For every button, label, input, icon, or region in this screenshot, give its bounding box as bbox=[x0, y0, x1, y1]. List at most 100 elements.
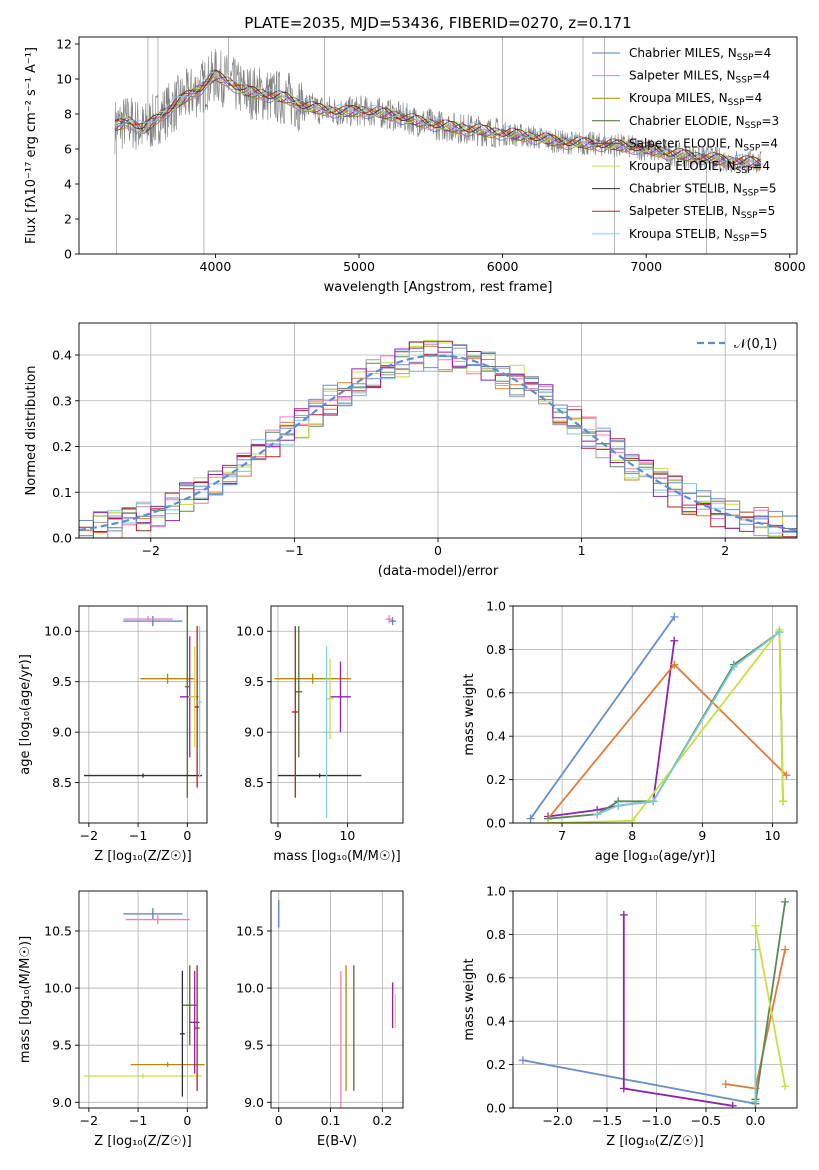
weight-vs-metallicity-panel: −2.0 −1.5 −1.0 −0.5 0.0 0.0 0.2 0.4 0.6 0.8 1.0 Z [… bbox=[462, 884, 798, 1149]
figure-title: PLATE=2035, MJD=53436, FIBERID=0270, z=0… bbox=[244, 14, 631, 32]
y-tick-label: 9.0 bbox=[244, 725, 264, 740]
y-tick-label: 9.0 bbox=[244, 1095, 264, 1110]
plot-data bbox=[526, 612, 791, 823]
x-tick-label: 7000 bbox=[630, 259, 662, 274]
legend-label-sub: SSP bbox=[745, 121, 762, 131]
y-tick-label: 10.5 bbox=[44, 923, 72, 938]
x-tick-label: −0.5 bbox=[691, 1113, 721, 1128]
weight-marker bbox=[593, 810, 602, 819]
legend-label-main: Chabrier MILES, N bbox=[629, 46, 737, 60]
legend-label-main: Kroupa ELODIE, N bbox=[629, 159, 736, 173]
plot-frame bbox=[78, 605, 208, 824]
weight-marker bbox=[619, 910, 628, 919]
weight-marker bbox=[614, 801, 623, 810]
x-tick-label: −2.0 bbox=[542, 1113, 572, 1128]
weight-marker bbox=[729, 662, 738, 671]
x-axis-label: E(B-V) bbox=[317, 1134, 357, 1149]
x-tick-label: 0.0 bbox=[745, 1113, 765, 1128]
plot-data bbox=[83, 908, 205, 1097]
y-axis-label: mass weight bbox=[462, 958, 477, 1040]
weight-marker bbox=[670, 660, 679, 669]
weight-vs-age-panel: 7 8 9 10 0.0 0.2 0.4 0.6 0.8 1.0 age [log₁₀(age/yr… bbox=[462, 599, 798, 864]
weight-marker bbox=[781, 945, 790, 954]
y-tick-label: 0.2 bbox=[486, 1057, 506, 1072]
y-tick-label: 8 bbox=[64, 107, 72, 122]
legend-label-main: Chabrier STELIB, N bbox=[629, 182, 742, 196]
plot-frame bbox=[512, 890, 798, 1109]
y-tick-label: 8.5 bbox=[52, 775, 72, 790]
x-tick-label: 2 bbox=[721, 543, 729, 558]
plot-data bbox=[114, 37, 762, 254]
plot-data bbox=[83, 606, 203, 798]
x-tick-label: 10 bbox=[765, 828, 781, 843]
weight-marker bbox=[670, 636, 679, 645]
x-tick-label: 1 bbox=[578, 543, 586, 558]
y-tick-label: 1.0 bbox=[486, 884, 506, 899]
x-tick-label: 0 bbox=[183, 1113, 191, 1128]
y-tick-label: 0.6 bbox=[486, 685, 506, 700]
weight-marker bbox=[649, 797, 658, 806]
y-tick-label: 1.0 bbox=[486, 599, 506, 614]
y-tick-label: 9.5 bbox=[52, 674, 72, 689]
legend-label-count: =4 bbox=[760, 136, 778, 150]
y-tick-label: 9.0 bbox=[52, 1095, 72, 1110]
y-tick-label: 2 bbox=[64, 212, 72, 227]
legend-label: Kroupa STELIB, NSSP=5 bbox=[629, 227, 767, 244]
legend-label-main: Kroupa STELIB, N bbox=[629, 227, 733, 241]
legend-label-main: Salpeter ELODIE, N bbox=[629, 136, 743, 150]
x-axis-label: (data-model)/error bbox=[378, 564, 499, 579]
weight-marker bbox=[526, 814, 535, 823]
y-tick-label: 9.5 bbox=[244, 1038, 264, 1053]
x-tick-label: −1 bbox=[285, 543, 303, 558]
y-tick-label: 10.0 bbox=[236, 981, 264, 996]
legend-label-count: =4 bbox=[752, 159, 770, 173]
y-axis-label: Flux [fλ10⁻¹⁷ erg cm⁻² s⁻¹ A⁻¹] bbox=[24, 47, 39, 244]
y-tick-label: 0.2 bbox=[52, 439, 72, 454]
legend-label: Kroupa ELODIE, NSSP=4 bbox=[629, 159, 770, 176]
y-tick-label: 0.0 bbox=[52, 531, 72, 546]
y-tick-label: 10.0 bbox=[236, 624, 264, 639]
legend-label-main: Salpeter MILES, N bbox=[629, 69, 736, 83]
y-tick-label: 0.4 bbox=[52, 348, 72, 363]
y-tick-label: 0.4 bbox=[486, 729, 506, 744]
age-vs-metallicity-panel: −2 −1 0 8.5 9.0 9.5 10.0 Z [log₁₀(Z/Z☉)] age [lo… bbox=[18, 605, 208, 864]
legend-label: Chabrier MILES, NSSP=4 bbox=[629, 46, 771, 63]
x-tick-label: 9 bbox=[698, 828, 706, 843]
weight-marker bbox=[781, 1082, 790, 1091]
legend-label-sub: SSP bbox=[737, 53, 754, 63]
y-tick-label: 0.4 bbox=[486, 1014, 506, 1029]
x-tick-label: 0 bbox=[275, 1113, 283, 1128]
y-tick-label: 10 bbox=[56, 72, 72, 87]
legend-label-count: =4 bbox=[752, 69, 770, 83]
weight-marker bbox=[728, 1101, 737, 1108]
legend-label-count: =5 bbox=[750, 227, 768, 241]
y-tick-label: 10.5 bbox=[236, 923, 264, 938]
y-tick-label: 0.2 bbox=[486, 772, 506, 787]
x-tick-label: 0.2 bbox=[372, 1113, 392, 1128]
y-axis-label: mass [log₁₀(M/M☉)] bbox=[18, 936, 33, 1063]
y-tick-label: 0.3 bbox=[52, 393, 72, 408]
legend-label: Chabrier STELIB, NSSP=5 bbox=[629, 182, 777, 199]
residual-histogram-panel: −2 −1 0 1 2 0.0 0.1 0.2 0.3 0.4 (data-model)/error… bbox=[24, 322, 798, 579]
plot-frame bbox=[270, 605, 404, 824]
weight-marker bbox=[778, 797, 787, 806]
x-tick-label: 5000 bbox=[343, 259, 375, 274]
legend-label: Salpeter ELODIE, NSSP=4 bbox=[629, 136, 778, 153]
mass-vs-metallicity-panel: −2 −1 0 9.0 9.5 10.0 10.5 Z [log₁₀(Z/Z☉)] mass [… bbox=[18, 890, 208, 1149]
legend-label-normal: 𝒩(0,1) bbox=[734, 337, 777, 352]
y-tick-label: 0.1 bbox=[52, 485, 72, 500]
x-tick-label: 0.1 bbox=[321, 1113, 341, 1128]
legend-label-main: Salpeter STELIB, N bbox=[629, 204, 741, 218]
weight-marker bbox=[544, 819, 553, 823]
x-tick-label: 7 bbox=[558, 828, 566, 843]
x-tick-label: 6000 bbox=[487, 259, 519, 274]
y-tick-label: 0.0 bbox=[486, 1101, 506, 1116]
legend-label-count: =5 bbox=[759, 182, 777, 196]
y-tick-label: 8.5 bbox=[244, 775, 264, 790]
weight-marker bbox=[721, 1080, 730, 1089]
x-axis-label: age [log₁₀(age/yr)] bbox=[595, 849, 716, 864]
legend-label: Salpeter MILES, NSSP=4 bbox=[629, 69, 770, 86]
x-axis-label: Z [log₁₀(Z/Z☉)] bbox=[606, 1134, 703, 1149]
x-tick-label: 4000 bbox=[200, 259, 232, 274]
